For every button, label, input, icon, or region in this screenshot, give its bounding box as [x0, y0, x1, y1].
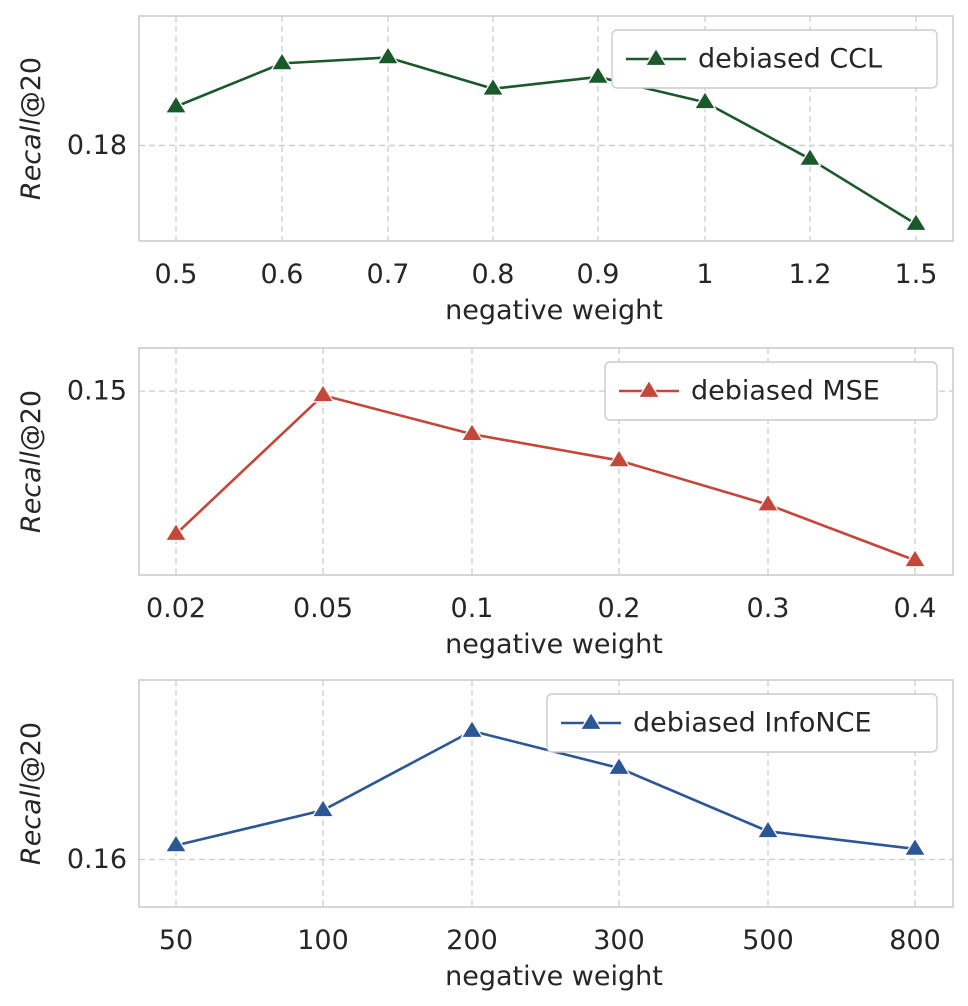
x-tick-label: 0.8 — [472, 259, 515, 290]
panel-1: 0.18 0.5 0.6 0.7 0.8 0.9 1 1.2 1.5 negative weigh… — [16, 15, 954, 326]
x-tick-label: 0.3 — [747, 593, 790, 624]
x-tick-label: 0.05 — [293, 593, 353, 624]
x-tick-label: 0.9 — [577, 259, 620, 290]
data-point-marker — [586, 65, 610, 85]
x-tick-label: 0.5 — [155, 259, 198, 290]
plot-frame — [138, 347, 954, 576]
legend: debiased MSE — [604, 361, 938, 421]
series-line — [175, 729, 916, 851]
x-tick-label: 0.7 — [367, 259, 410, 290]
legend-marker — [644, 47, 668, 67]
x-axis-label: negative weight — [445, 295, 663, 326]
plot-frame — [138, 15, 954, 242]
series-line — [175, 393, 916, 562]
data-point-marker — [311, 383, 335, 403]
legend-label: debiased CCL — [698, 44, 882, 75]
data-point-marker — [164, 94, 188, 114]
x-tick-label: 100 — [297, 925, 349, 956]
x-tick-label: 500 — [742, 925, 794, 956]
data-point-marker — [164, 522, 188, 542]
data-point-marker — [460, 719, 484, 739]
legend-marker — [579, 711, 603, 731]
data-point-marker — [164, 833, 188, 853]
legend: debiased CCL — [611, 29, 938, 89]
x-tick-label: 0.6 — [261, 259, 304, 290]
x-tick-label: 1.5 — [895, 259, 938, 290]
y-axis-label: Recall@20 — [16, 57, 47, 200]
panel-3: 0.16 50 100 200 300 500 800 negative weight Reca… — [16, 679, 954, 992]
data-point-marker — [481, 76, 505, 96]
y-tick-label: 0.16 — [67, 844, 127, 875]
y-axis-label: Recall@20 — [16, 390, 47, 533]
x-tick-label: 0.4 — [894, 593, 937, 624]
data-point-marker — [798, 147, 822, 167]
x-tick-label: 200 — [446, 925, 498, 956]
data-point-marker — [311, 798, 335, 818]
data-point-marker — [693, 90, 717, 110]
data-point-marker — [376, 45, 400, 65]
legend-box — [546, 693, 938, 753]
legend-box — [604, 361, 938, 421]
data-point-marker — [903, 548, 927, 568]
panel-2: 0.15 0.02 0.05 0.1 0.2 0.3 0.4 negative weight R… — [16, 347, 954, 660]
data-point-marker — [607, 756, 631, 776]
data-point-marker — [460, 422, 484, 442]
x-tick-label: 0.1 — [451, 593, 494, 624]
legend-label: debiased MSE — [691, 376, 880, 407]
data-point-marker — [756, 819, 780, 839]
data-point-marker — [607, 448, 631, 468]
plot-frame — [138, 679, 954, 908]
x-tick-label: 300 — [593, 925, 645, 956]
x-axis-label: negative weight — [445, 961, 663, 992]
data-point-marker — [756, 492, 780, 512]
y-tick-label: 0.15 — [67, 376, 127, 407]
x-tick-label: 50 — [159, 925, 193, 956]
series-line — [175, 56, 917, 226]
x-tick-label: 0.02 — [146, 593, 206, 624]
x-tick-label: 800 — [889, 925, 941, 956]
y-axis-label: Recall@20 — [16, 722, 47, 865]
legend-marker — [637, 379, 661, 399]
data-point-marker — [904, 212, 928, 232]
x-axis-label: negative weight — [445, 629, 663, 660]
legend-box — [611, 29, 938, 89]
data-point-marker — [270, 51, 294, 71]
y-tick-label: 0.18 — [67, 130, 127, 161]
x-tick-label: 1.2 — [789, 259, 832, 290]
x-tick-label: 0.2 — [598, 593, 641, 624]
legend-label: debiased InfoNCE — [633, 708, 872, 739]
data-point-marker — [903, 837, 927, 857]
x-tick-label: 1 — [696, 259, 713, 290]
legend: debiased InfoNCE — [546, 693, 938, 753]
